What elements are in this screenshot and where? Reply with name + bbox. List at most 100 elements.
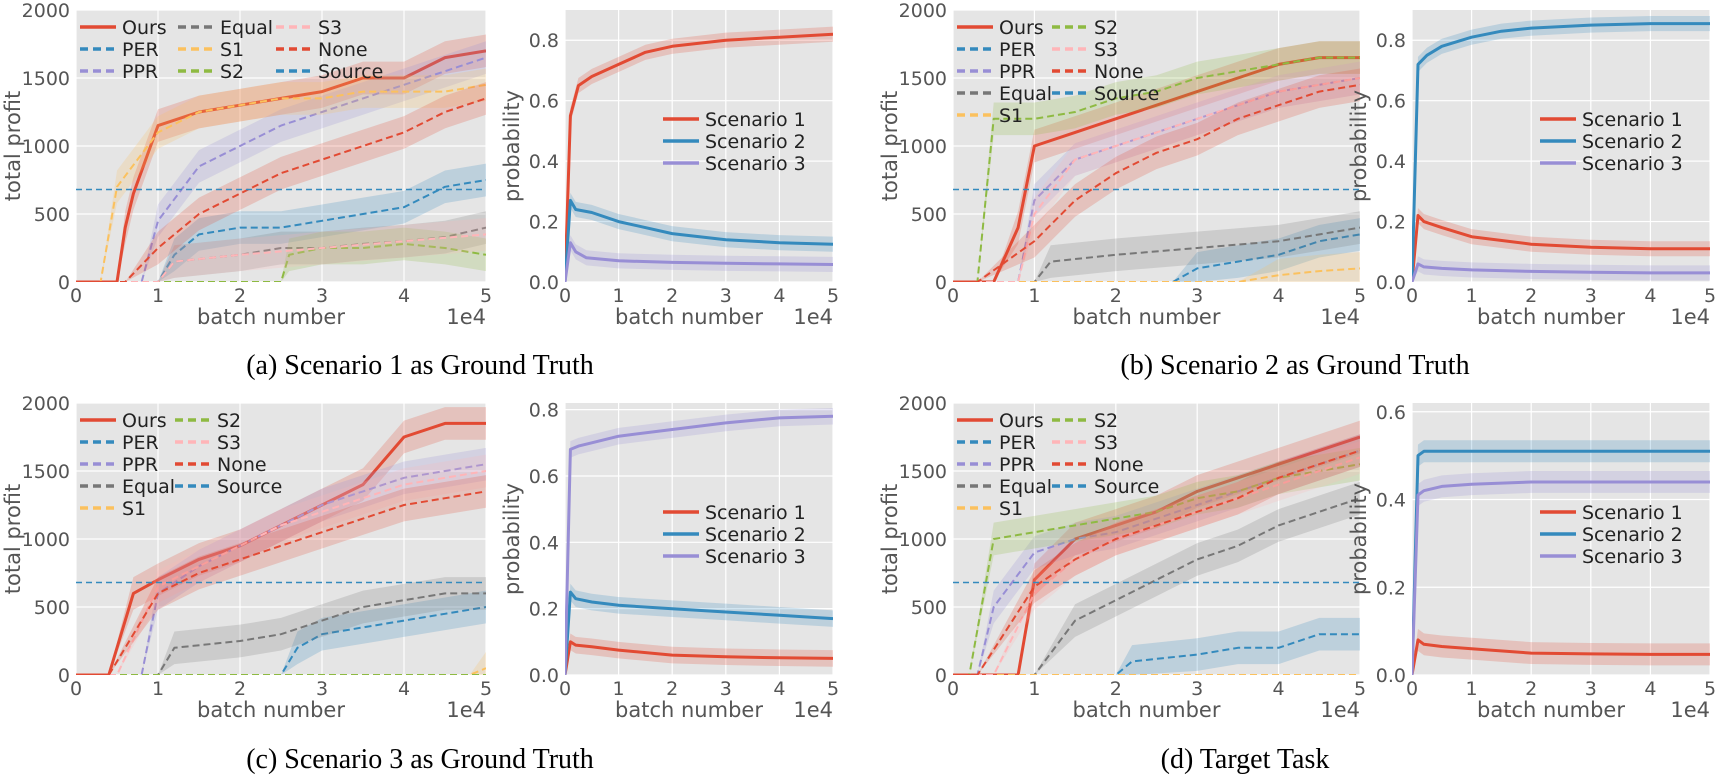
x-tick-label: 2 — [1525, 678, 1537, 700]
y-tick-label: 1000 — [22, 136, 70, 158]
x-offset-label: 1e4 — [446, 305, 486, 329]
series-per — [953, 633, 1360, 675]
y-tick-label: 0.0 — [1376, 665, 1406, 687]
x-tick-label: 4 — [398, 678, 410, 700]
x-tick-label: 0 — [947, 285, 959, 307]
band-ppr — [76, 41, 486, 282]
legend-label-s1: S1 — [220, 39, 244, 61]
x-offset-label: 1e4 — [1670, 305, 1710, 329]
plot-marks — [76, 407, 486, 675]
x-tick-label: 2 — [1110, 678, 1122, 700]
series-per — [76, 606, 486, 675]
caption-c: (c) Scenario 3 as Ground Truth — [246, 744, 594, 775]
band-scenario-2 — [1412, 16, 1710, 282]
band-equal — [953, 481, 1360, 675]
chart-c-prob: 0 1 2 3 4 5 0.0 0.2 0.4 0.6 0.8 batch number 1e4 prob… — [500, 400, 839, 722]
legend-label-s1: S1 — [122, 498, 146, 520]
x-axis-label: batch number — [1477, 305, 1625, 329]
legend-label-source: Source — [318, 61, 383, 83]
legend-label-per: PER — [999, 432, 1036, 454]
series-scenario-1 — [1412, 214, 1710, 282]
band-per — [953, 218, 1360, 282]
band-s3 — [76, 218, 486, 282]
x-tick-label: 2 — [1110, 285, 1122, 307]
y-tick-label: 1500 — [899, 461, 947, 483]
y-tick-label: 0.6 — [529, 466, 559, 488]
series-scenario-2 — [565, 198, 833, 282]
legend-label-none: None — [217, 454, 267, 476]
legend-label-per: PER — [122, 432, 159, 454]
x-tick-label: 4 — [1644, 678, 1656, 700]
y-tick-label: 1500 — [899, 68, 947, 90]
y-tick-label: 0.6 — [529, 91, 559, 113]
x-tick-label: 5 — [480, 678, 492, 700]
x-tick-label: 5 — [480, 285, 492, 307]
series-s2 — [76, 242, 486, 282]
x-tick-label: 4 — [1644, 285, 1656, 307]
x-tick-label: 3 — [316, 285, 328, 307]
band-equal — [76, 211, 486, 282]
chart-d-prob: 0 1 2 3 4 5 0.0 0.2 0.4 0.6 batch number 1e4 probabi… — [1347, 402, 1715, 722]
legend-label-s3: S3 — [318, 17, 342, 39]
x-offset-label: 1e4 — [793, 698, 833, 722]
y-tick-label: 0.4 — [529, 151, 559, 173]
x-axis-label: batch number — [197, 698, 345, 722]
series-ppr — [76, 56, 486, 282]
band-equal — [76, 577, 486, 675]
series-per — [76, 179, 486, 282]
legend-label-ppr: PPR — [999, 454, 1035, 476]
x-tick-label: 1 — [1028, 285, 1040, 307]
chart-a-profit: 0 1 2 3 4 5 0 500 1000 1500 2000 batch number 1e4 tot… — [1, 0, 492, 329]
y-tick-label: 0.8 — [529, 30, 559, 52]
x-axis-label: batch number — [1477, 698, 1625, 722]
x-tick-label: 4 — [773, 285, 785, 307]
chart-b-prob: 0 1 2 3 4 5 0.0 0.2 0.4 0.6 0.8 batch number 1e4 prob… — [1347, 10, 1715, 329]
y-tick-label: 0.2 — [1376, 212, 1406, 234]
band-s2 — [953, 41, 1360, 282]
x-tick-label: 0 — [1406, 678, 1418, 700]
legend-label-equal: Equal — [122, 476, 175, 498]
legend-label-source: Source — [1094, 476, 1159, 498]
x-axis-label: batch number — [1073, 305, 1221, 329]
x-tick-label: 4 — [1273, 285, 1285, 307]
y-tick-label: 1000 — [899, 136, 947, 158]
series-none — [953, 449, 1360, 675]
band-none — [76, 475, 486, 675]
series-scenario-2 — [565, 590, 833, 675]
x-tick-label: 5 — [1354, 285, 1366, 307]
y-tick-label: 2000 — [22, 393, 70, 415]
x-tick-label: 2 — [234, 678, 246, 700]
legend-label-scenario-2: Scenario 2 — [1582, 131, 1683, 153]
y-tick-label: 0 — [935, 272, 947, 294]
legend-label-ours: Ours — [999, 17, 1044, 39]
plot-area — [1412, 403, 1710, 675]
x-tick-label: 5 — [827, 285, 839, 307]
x-tick-label: 2 — [1525, 285, 1537, 307]
plot-area — [1412, 10, 1710, 282]
band-s3 — [953, 61, 1360, 282]
band-none — [953, 68, 1360, 282]
series-scenario-3 — [565, 414, 833, 675]
legend-label-s1: S1 — [999, 498, 1023, 520]
series-none — [953, 83, 1360, 282]
x-tick-label: 1 — [152, 285, 164, 307]
y-tick-label: 0.4 — [529, 532, 559, 554]
band-s3 — [953, 441, 1360, 675]
series-s1 — [76, 83, 486, 282]
series-equal — [953, 497, 1360, 675]
legend-label-s2: S2 — [1094, 410, 1118, 432]
series-scenario-2 — [1412, 449, 1710, 675]
legend-label-scenario-1: Scenario 1 — [705, 109, 806, 131]
y-tick-label: 0.4 — [1376, 490, 1406, 512]
y-tick-label: 0.0 — [1376, 272, 1406, 294]
series-scenario-1 — [1412, 638, 1710, 675]
band-per — [953, 617, 1360, 675]
x-tick-label: 0 — [559, 678, 571, 700]
legend-label-equal: Equal — [220, 17, 273, 39]
y-tick-label: 0.0 — [529, 665, 559, 687]
legend-label-s2: S2 — [220, 61, 244, 83]
y-tick-label: 0.2 — [529, 212, 559, 234]
